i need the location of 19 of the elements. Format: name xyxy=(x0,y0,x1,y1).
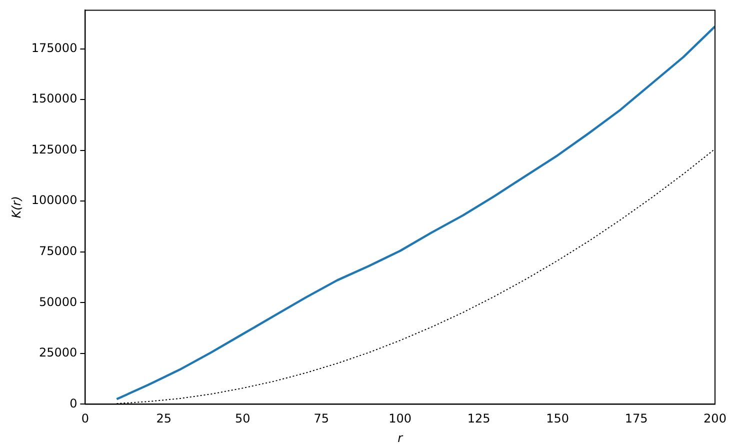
y-tick-label: 175000 xyxy=(31,40,78,55)
x-tick-label: 150 xyxy=(546,412,570,426)
y-tick-label: 150000 xyxy=(31,92,78,106)
y-tick-label: 50000 xyxy=(39,294,78,309)
y-tick-label: 100000 xyxy=(31,193,78,208)
y-tick-label: 75000 xyxy=(39,244,78,258)
x-tick-label: 75 xyxy=(314,412,330,426)
x-axis-title: r xyxy=(398,430,404,445)
x-tick-label: 25 xyxy=(156,412,172,426)
x-tick-label: 0 xyxy=(81,412,90,426)
y-tick-label: 25000 xyxy=(39,346,78,360)
x-tick-label: 200 xyxy=(704,412,726,426)
y-axis-title: K(r) xyxy=(9,196,24,218)
y-tick-label: 0 xyxy=(70,396,78,410)
x-tick-label: 50 xyxy=(235,412,250,426)
x-tick-label: 125 xyxy=(467,412,490,426)
x-tick-label: 100 xyxy=(388,412,412,426)
x-tick-label: 175 xyxy=(624,412,648,426)
y-tick-label: 125000 xyxy=(31,142,78,156)
